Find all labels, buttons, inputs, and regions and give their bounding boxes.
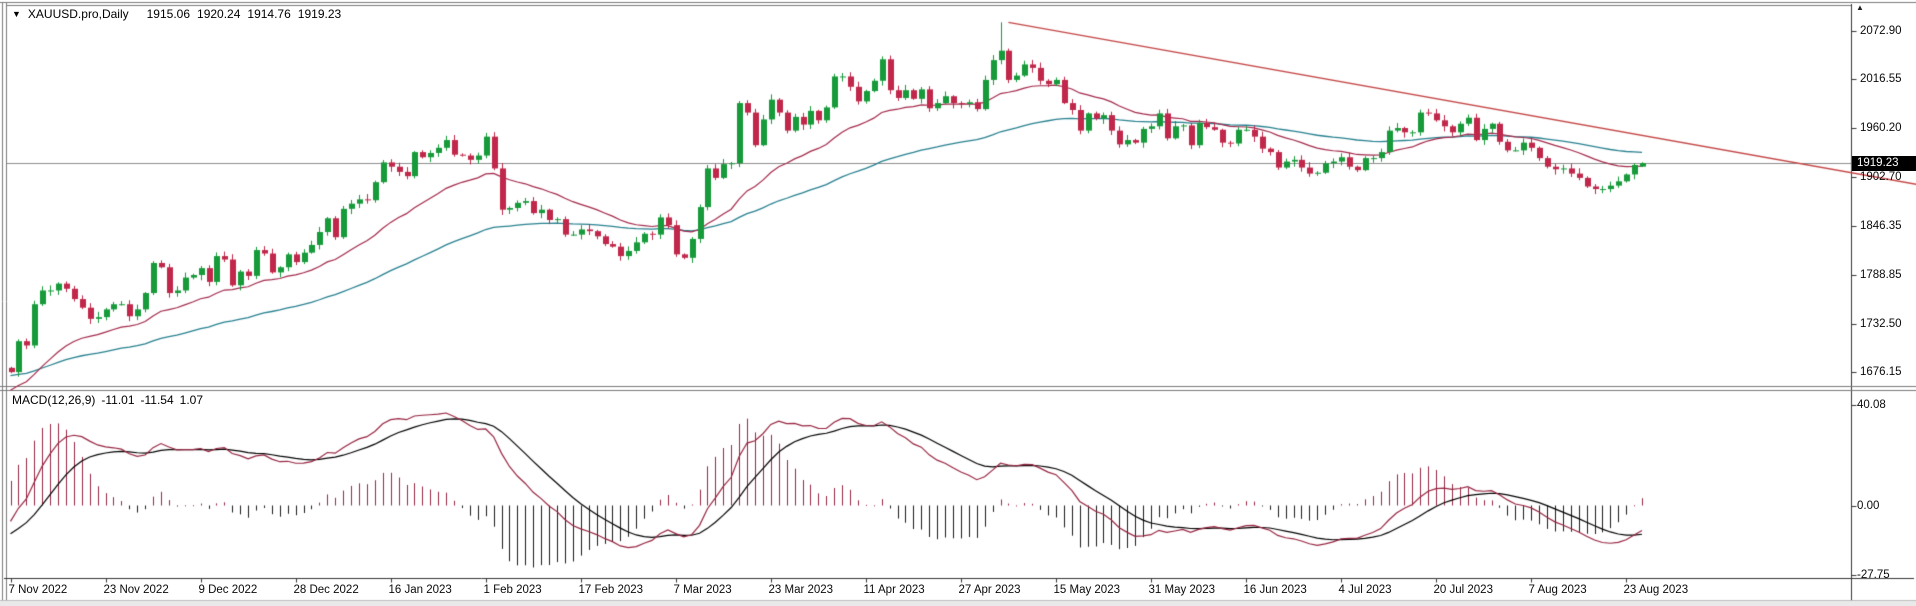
- macd-axis-label: 0.00: [1857, 499, 1880, 512]
- ohlc-close: 1919.23: [297, 7, 342, 21]
- date-axis-label: 23 Mar 2023: [768, 584, 834, 596]
- date-axis-label: 7 Mar 2023: [673, 584, 732, 596]
- macd-signal-value: -11.54: [140, 393, 174, 407]
- symbol-dropdown-icon[interactable]: ▼: [12, 9, 21, 19]
- price-axis-label: 1902.70: [1860, 170, 1902, 183]
- current-price-tag: 1919.23: [1852, 156, 1916, 171]
- symbol-timeframe-label: XAUUSD.pro,Daily: [27, 7, 129, 21]
- macd-value: -11.01: [101, 393, 135, 407]
- date-axis-label: 16 Jun 2023: [1243, 584, 1307, 596]
- date-axis-label: 9 Dec 2022: [198, 584, 258, 596]
- date-axis-label: 31 May 2023: [1148, 584, 1216, 596]
- price-axis-label: 1960.20: [1860, 121, 1902, 134]
- chart-title: ▼ XAUUSD.pro,Daily 1915.06 1920.24 1914.76 19…: [12, 7, 348, 21]
- date-axis-label: 23 Nov 2022: [103, 584, 169, 596]
- scroll-up-icon[interactable]: ▲: [1856, 3, 1864, 12]
- macd-osma-value: 1.07: [179, 393, 204, 407]
- macd-axis-label: 40.08: [1857, 398, 1886, 411]
- date-axis-label: 4 Jul 2023: [1338, 584, 1392, 596]
- macd-indicator-label: MACD(12,26,9) -11.01 -11.54 1.07: [12, 393, 209, 407]
- macd-axis-label: -27.75: [1857, 568, 1890, 581]
- ohlc-high: 1920.24: [197, 7, 241, 21]
- macd-name: MACD(12,26,9): [12, 393, 96, 407]
- date-axis-label: 16 Jan 2023: [388, 584, 452, 596]
- price-axis-label: 2072.90: [1860, 24, 1902, 37]
- price-axis-label: 1846.35: [1860, 219, 1902, 232]
- ohlc-low: 1914.76: [247, 7, 291, 21]
- price-axis-label: 1788.85: [1860, 268, 1902, 281]
- date-axis-label: 23 Aug 2023: [1623, 584, 1689, 596]
- price-axis-label: 2016.55: [1860, 72, 1902, 85]
- date-axis-label: 20 Jul 2023: [1433, 584, 1493, 596]
- date-axis-label: 15 May 2023: [1053, 584, 1121, 596]
- ohlc-open: 1915.06: [146, 7, 191, 21]
- date-axis-label: 28 Dec 2022: [293, 584, 359, 596]
- price-axis-label: 1676.15: [1860, 365, 1902, 378]
- price-axis-label: 1732.50: [1860, 317, 1902, 330]
- date-axis-label: 7 Nov 2022: [8, 584, 68, 596]
- date-axis-label: 17 Feb 2023: [578, 584, 644, 596]
- date-axis-label: 1 Feb 2023: [483, 584, 542, 596]
- date-axis-label: 7 Aug 2023: [1528, 584, 1587, 596]
- date-axis-label: 11 Apr 2023: [863, 584, 925, 596]
- date-axis-label: 27 Apr 2023: [958, 584, 1021, 596]
